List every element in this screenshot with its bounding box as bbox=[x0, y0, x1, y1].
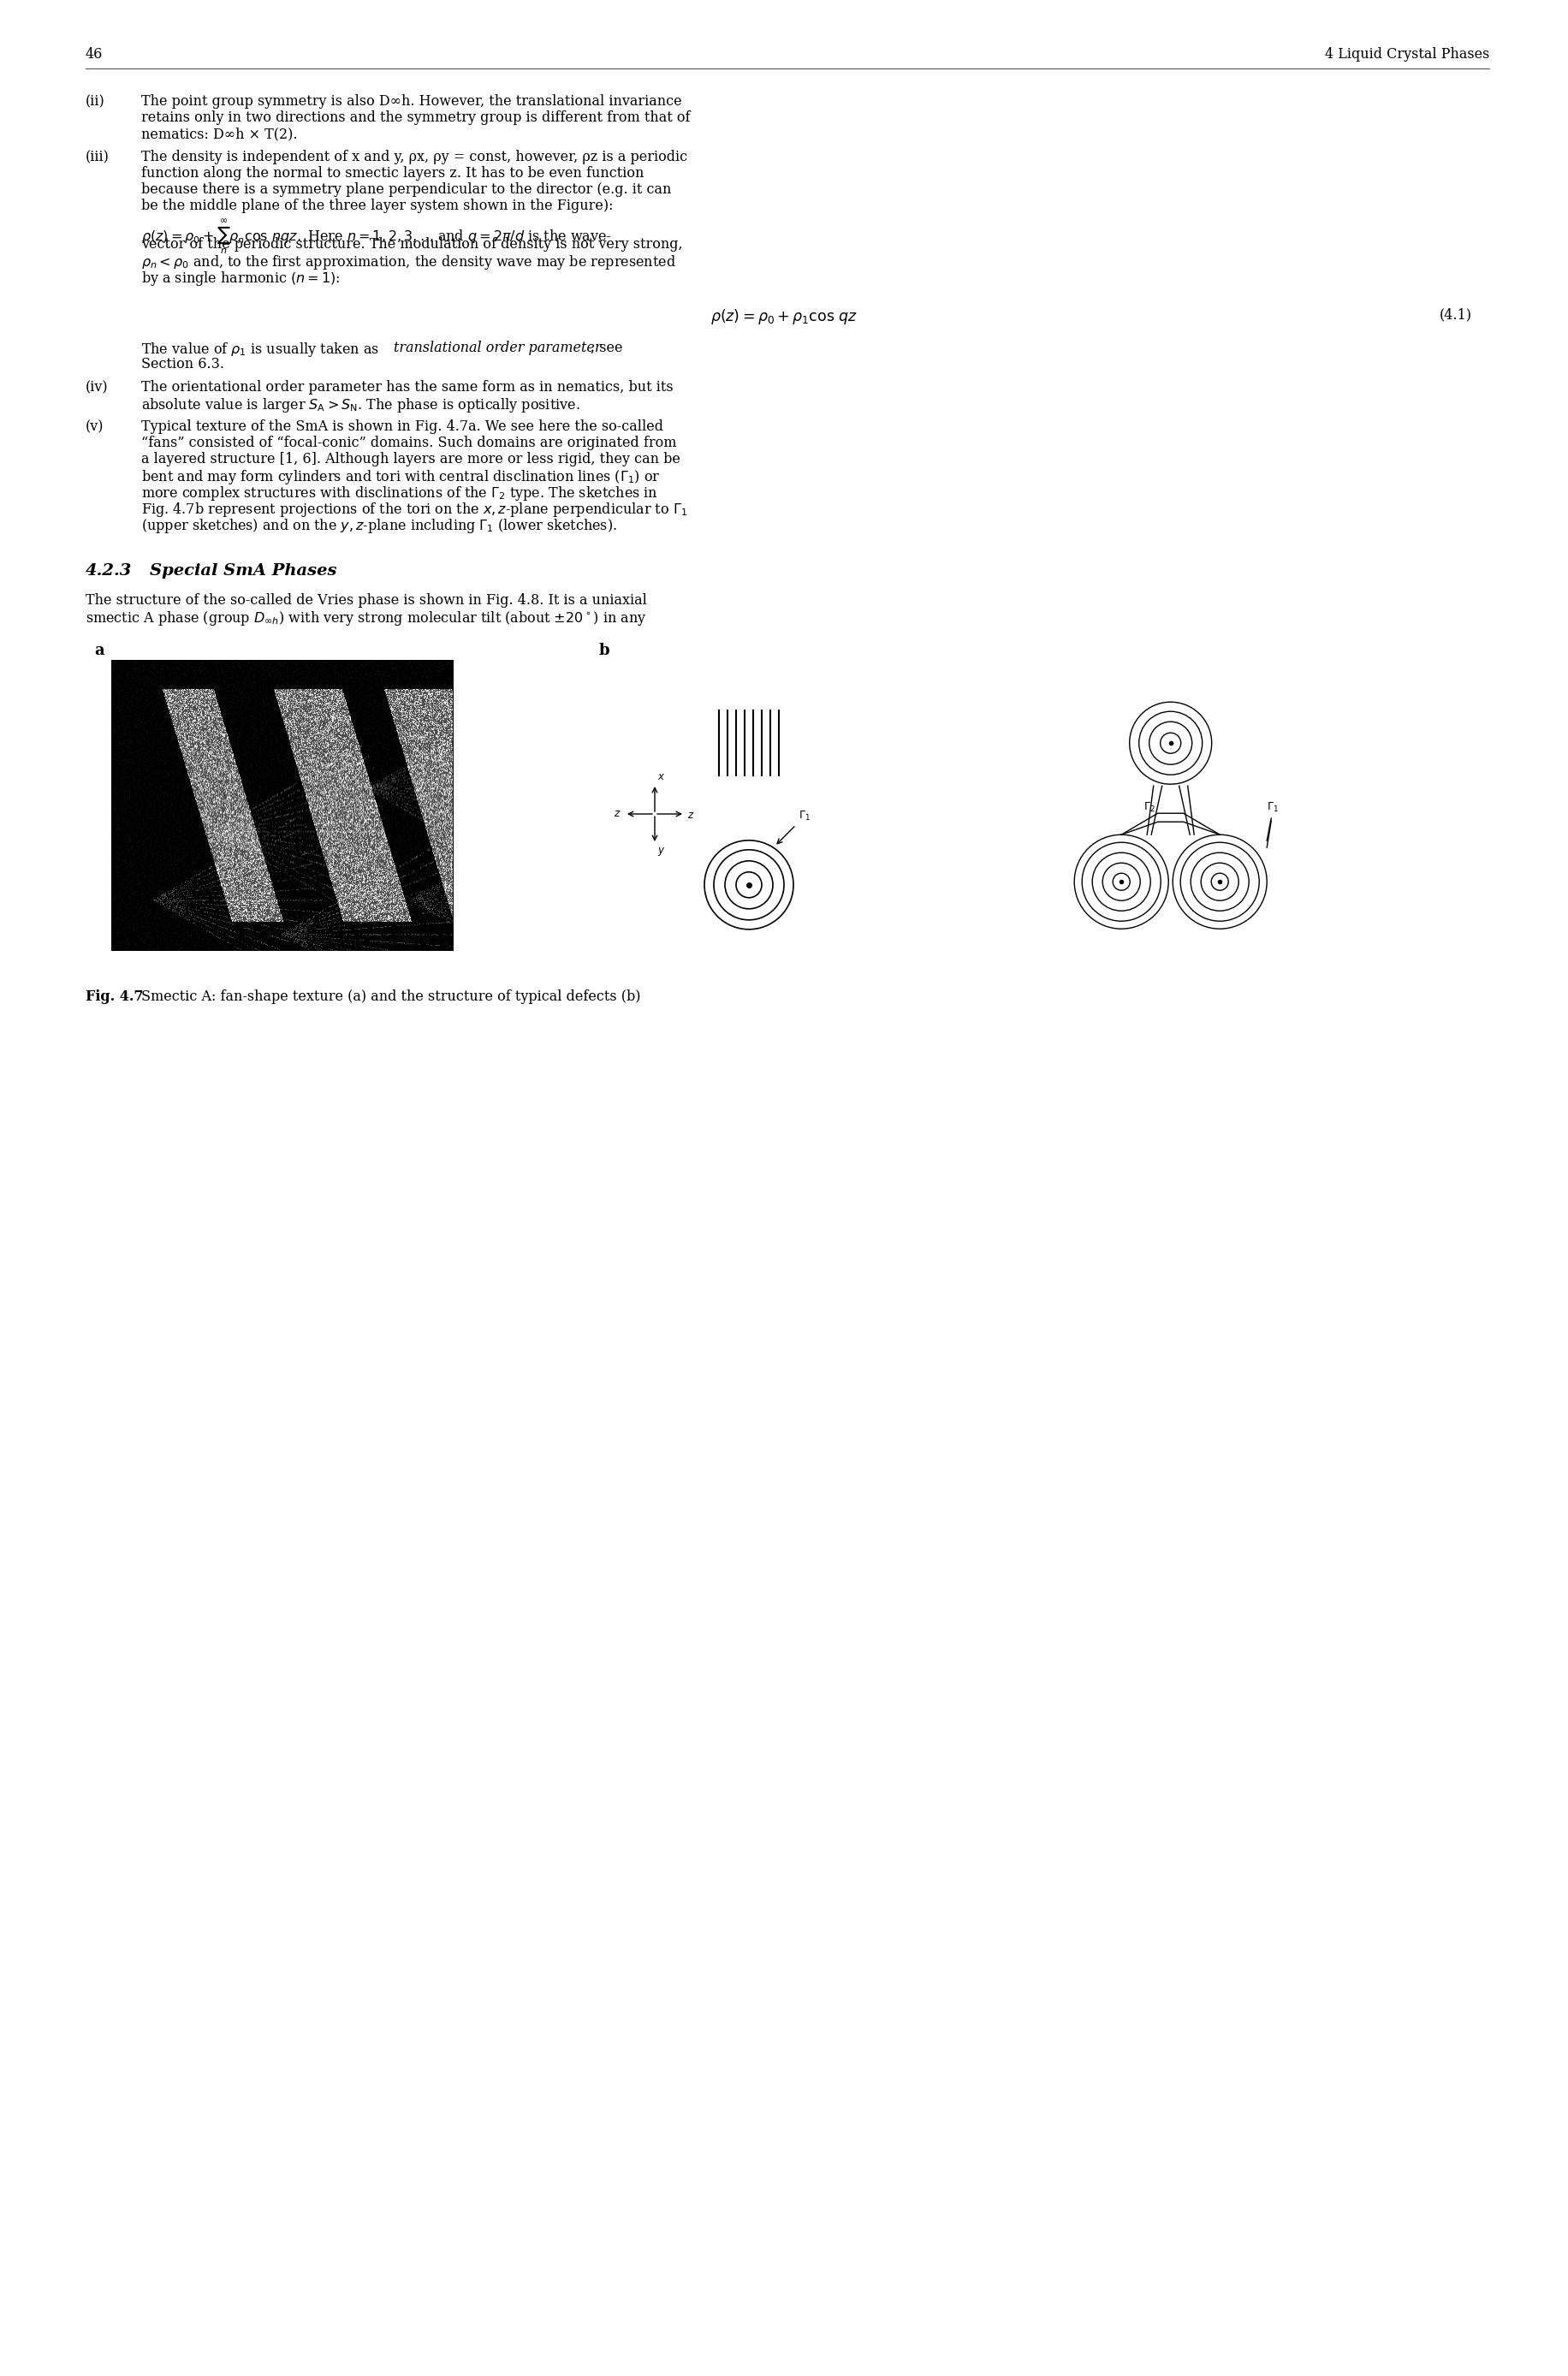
Text: $\Gamma_1$: $\Gamma_1$ bbox=[798, 810, 811, 822]
Text: $\rho_n < \rho_0$ and, to the first approximation, the density wave may be repre: $\rho_n < \rho_0$ and, to the first appr… bbox=[141, 254, 676, 271]
Text: The density is independent of x and y, ρx, ρy = const, however, ρz is a periodic: The density is independent of x and y, ρ… bbox=[141, 150, 687, 164]
Text: nematics: D∞h × T(2).: nematics: D∞h × T(2). bbox=[141, 126, 298, 140]
Text: bent and may form cylinders and tori with central disclination lines ($\Gamma_1$: bent and may form cylinders and tori wit… bbox=[141, 468, 660, 487]
Text: (4.1): (4.1) bbox=[1439, 307, 1472, 321]
Text: $z$: $z$ bbox=[687, 810, 695, 822]
Text: smectic A phase (group $D_{\infty h}$) with very strong molecular tilt (about $\: smectic A phase (group $D_{\infty h}$) w… bbox=[86, 608, 646, 627]
Text: 4.2.3: 4.2.3 bbox=[86, 563, 132, 580]
Text: “fans” consisted of “focal-conic” domains. Such domains are originated from: “fans” consisted of “focal-conic” domain… bbox=[141, 435, 676, 449]
Text: (iii): (iii) bbox=[86, 150, 110, 164]
Text: retains only in two directions and the symmetry group is different from that of: retains only in two directions and the s… bbox=[141, 109, 690, 126]
Text: $\Gamma_1$: $\Gamma_1$ bbox=[1267, 801, 1279, 815]
Text: (v): (v) bbox=[86, 421, 103, 435]
Bar bbox=[111, 661, 453, 950]
Text: $\Gamma_2$: $\Gamma_2$ bbox=[1143, 801, 1156, 815]
Text: The value of $\rho_1$ is usually taken as: The value of $\rho_1$ is usually taken a… bbox=[141, 340, 379, 359]
Text: Typical texture of the SmA is shown in Fig. 4.7a. We see here the so-called: Typical texture of the SmA is shown in F… bbox=[141, 421, 663, 435]
Text: Fig. 4.7b represent projections of the tori on the $x,z$-plane perpendicular to : Fig. 4.7b represent projections of the t… bbox=[141, 501, 687, 518]
Text: (ii): (ii) bbox=[86, 95, 105, 109]
Text: Section 6.3.: Section 6.3. bbox=[141, 356, 224, 371]
Text: b: b bbox=[599, 644, 610, 658]
Text: be the middle plane of the three layer system shown in the Figure):: be the middle plane of the three layer s… bbox=[141, 200, 613, 214]
Text: $x$: $x$ bbox=[657, 772, 665, 782]
Text: Smectic A: fan-shape texture (a) and the structure of typical defects (b): Smectic A: fan-shape texture (a) and the… bbox=[141, 988, 641, 1005]
Text: , see: , see bbox=[591, 340, 622, 354]
Text: $y$: $y$ bbox=[657, 846, 665, 858]
Text: (iv): (iv) bbox=[86, 380, 108, 394]
Text: function along the normal to smectic layers z. It has to be even function: function along the normal to smectic lay… bbox=[141, 166, 644, 181]
Text: absolute value is larger $S_{\rm A} > S_{\rm N}$. The phase is optically positiv: absolute value is larger $S_{\rm A} > S_… bbox=[141, 397, 580, 413]
Text: because there is a symmetry plane perpendicular to the director (e.g. it can: because there is a symmetry plane perpen… bbox=[141, 183, 671, 197]
Text: Fig. 4.7: Fig. 4.7 bbox=[86, 988, 143, 1005]
Text: vector of the periodic structure. The modulation of density is not very strong,: vector of the periodic structure. The mo… bbox=[141, 238, 682, 252]
Text: $z$: $z$ bbox=[613, 808, 621, 820]
Text: a: a bbox=[94, 644, 103, 658]
Text: more complex structures with disclinations of the $\Gamma_2$ type. The sketches : more complex structures with disclinatio… bbox=[141, 485, 659, 501]
Text: a layered structure [1, 6]. Although layers are more or less rigid, they can be: a layered structure [1, 6]. Although lay… bbox=[141, 451, 681, 466]
Text: by a single harmonic $(n = 1)$:: by a single harmonic $(n = 1)$: bbox=[141, 268, 340, 287]
Text: The point group symmetry is also D∞h. However, the translational invariance: The point group symmetry is also D∞h. Ho… bbox=[141, 95, 682, 109]
Text: translational order parameter: translational order parameter bbox=[394, 340, 601, 354]
Text: 4 Liquid Crystal Phases: 4 Liquid Crystal Phases bbox=[1325, 48, 1490, 62]
Text: The structure of the so-called de Vries phase is shown in Fig. 4.8. It is a unia: The structure of the so-called de Vries … bbox=[86, 594, 648, 608]
Text: $\rho(z) = \rho_0 + \sum_{n}^{\infty} \rho_n \cos\, nqz.$ Here $n = 1, 2, 3, \ld: $\rho(z) = \rho_0 + \sum_{n}^{\infty} \r… bbox=[141, 219, 612, 257]
Text: The orientational order parameter has the same form as in nematics, but its: The orientational order parameter has th… bbox=[141, 380, 673, 394]
Text: (upper sketches) and on the $y,z$-plane including $\Gamma_1$ (lower sketches).: (upper sketches) and on the $y,z$-plane … bbox=[141, 518, 618, 535]
Text: $\rho(z) = \rho_0 + \rho_1 \cos\, qz$: $\rho(z) = \rho_0 + \rho_1 \cos\, qz$ bbox=[710, 307, 858, 326]
Text: 46: 46 bbox=[86, 48, 103, 62]
Text: Special SmA Phases: Special SmA Phases bbox=[151, 563, 337, 580]
